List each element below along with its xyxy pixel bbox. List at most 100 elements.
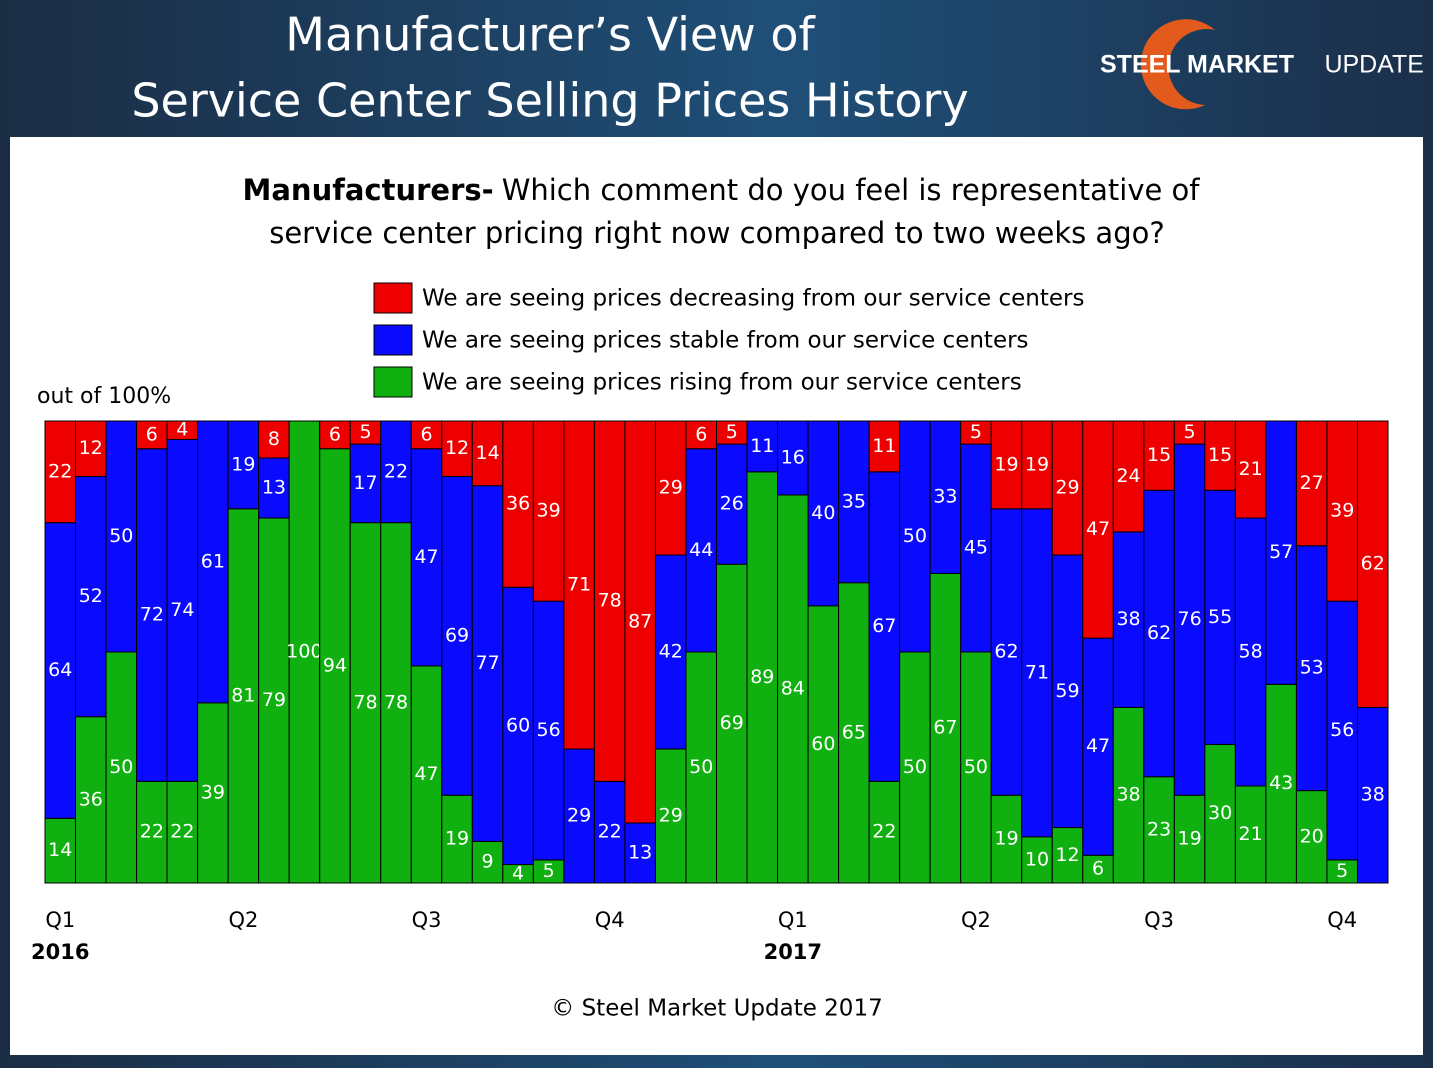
- data-label: 62: [994, 641, 1018, 663]
- data-label: 72: [140, 604, 164, 626]
- x-tick-label: Q3: [412, 908, 442, 932]
- x-tick-label: Q2: [961, 908, 991, 932]
- bar-segment: [1234, 517, 1267, 787]
- bar-segment: [807, 420, 840, 607]
- bar-segment: [1082, 420, 1114, 639]
- x-tick-label: Q1: [45, 908, 75, 932]
- data-label: 94: [323, 654, 347, 676]
- data-label: 20: [1300, 825, 1324, 847]
- data-label: 33: [933, 486, 957, 508]
- data-label: 26: [720, 493, 744, 515]
- bar-segment: [319, 448, 351, 884]
- data-label: 36: [506, 493, 530, 515]
- data-label: 16: [781, 446, 805, 468]
- data-label: 50: [964, 756, 988, 778]
- bar-segment: [685, 420, 718, 450]
- data-label: 78: [353, 691, 377, 713]
- logo-bold: STEEL MARKET: [1100, 51, 1294, 79]
- bar-segment: [1051, 420, 1084, 556]
- data-label: 6: [420, 423, 432, 445]
- data-label: 38: [1361, 784, 1385, 806]
- year-label: 2017: [764, 940, 822, 964]
- data-label: 50: [903, 756, 927, 778]
- data-label: 56: [537, 719, 561, 741]
- year-label: 2016: [31, 940, 89, 964]
- data-label: 12: [79, 437, 103, 459]
- bar-segment: [685, 448, 718, 653]
- bar-segment: [258, 420, 290, 459]
- data-label: 45: [964, 537, 988, 559]
- data-label: 15: [1208, 444, 1232, 466]
- bar-segment: [319, 420, 351, 450]
- data-label: 47: [1086, 518, 1110, 540]
- data-label: 22: [48, 460, 72, 482]
- data-label: 19: [994, 828, 1018, 850]
- data-label: 29: [567, 805, 591, 827]
- data-label: 67: [872, 615, 896, 637]
- bar-segment: [1204, 420, 1236, 491]
- data-label: 19: [445, 828, 469, 850]
- data-label: 14: [475, 442, 499, 464]
- data-label: 21: [1239, 458, 1263, 480]
- footer: © Steel Market Update 2017: [551, 996, 882, 1022]
- data-label: 58: [1239, 641, 1263, 663]
- bar-segment: [288, 420, 321, 884]
- data-label: 6: [146, 423, 158, 445]
- data-label: 84: [781, 677, 805, 699]
- data-label: 42: [659, 641, 683, 663]
- bar-segment: [1356, 420, 1389, 708]
- data-label: 71: [567, 574, 591, 596]
- question: service center pricing right now compare…: [269, 216, 1165, 250]
- bar-segment: [929, 420, 962, 574]
- data-label: 50: [903, 525, 927, 547]
- data-label: 10: [1025, 848, 1049, 870]
- bar-segment: [166, 438, 199, 782]
- bar-segment: [136, 448, 168, 782]
- bar-segment: [380, 420, 412, 524]
- bar-segment: [1356, 706, 1389, 884]
- data-label: 61: [201, 550, 225, 572]
- legend-swatch: [373, 282, 413, 314]
- bar-segment: [990, 420, 1023, 510]
- x-tick-label: Q4: [1327, 908, 1357, 932]
- bar-segment: [532, 420, 565, 602]
- bar-segment: [1234, 785, 1267, 884]
- bar-segment: [654, 554, 687, 750]
- bar-segment: [654, 748, 687, 884]
- data-label: 43: [1269, 772, 1293, 794]
- data-label: 50: [109, 525, 133, 547]
- data-label: 74: [170, 599, 194, 621]
- data-label: 6: [1092, 858, 1104, 880]
- bar-segment: [380, 522, 412, 884]
- data-label: 29: [1055, 476, 1079, 498]
- data-label: 39: [201, 781, 225, 803]
- data-label: 5: [1184, 421, 1196, 443]
- legend-swatch: [373, 366, 413, 398]
- data-label: 21: [1239, 823, 1263, 845]
- logo-text: UPDATE: [1324, 51, 1424, 79]
- bar-segment: [1295, 420, 1328, 547]
- data-label: 36: [79, 788, 103, 810]
- bar-segment: [258, 457, 290, 519]
- data-label: 13: [628, 841, 652, 863]
- data-label: 6: [695, 423, 707, 445]
- data-label: 22: [170, 821, 194, 843]
- data-label: 47: [1086, 735, 1110, 757]
- data-label: 15: [1147, 444, 1171, 466]
- data-label: 76: [1178, 608, 1202, 630]
- bar-segment: [1265, 683, 1297, 884]
- data-label: 11: [750, 435, 774, 457]
- data-label: 11: [872, 435, 896, 457]
- data-label: 6: [329, 423, 341, 445]
- data-label: 79: [262, 689, 286, 711]
- data-label: 24: [1116, 465, 1140, 487]
- data-label: 22: [872, 821, 896, 843]
- bar-segment: [777, 420, 809, 496]
- data-label: 38: [1116, 784, 1140, 806]
- bar-segment: [1173, 794, 1206, 884]
- bar-segment: [1021, 508, 1053, 838]
- data-label: 59: [1055, 680, 1079, 702]
- bar-segment: [716, 443, 748, 565]
- data-label: 9: [482, 851, 494, 873]
- data-label: 52: [79, 585, 103, 607]
